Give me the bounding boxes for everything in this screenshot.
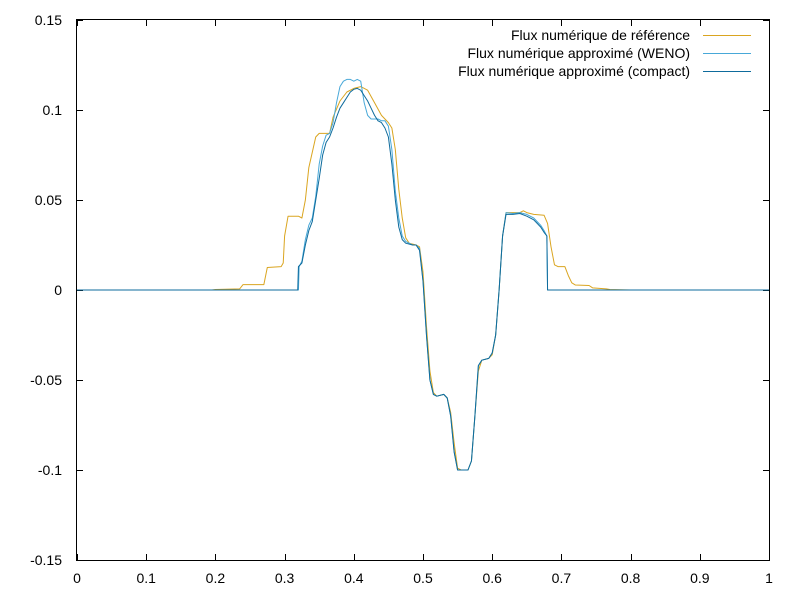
x-tick-label: 1 [765,570,773,586]
x-tick-label: 0.6 [482,570,502,586]
x-tick-label: 0.2 [206,570,226,586]
legend: Flux numérique de référence Flux numériqu… [458,27,751,79]
series-lines [77,78,769,471]
axis-ticks: 0 0.1 0.2 0.3 0.4 0.5 0.6 0.7 0.8 0.9 1 -0.15 -0.1 -0… [30,12,773,586]
plot-frame [76,19,770,561]
series-line-1 [77,86,769,471]
y-tick-label: 0.1 [43,102,63,118]
series-line-3 [77,87,769,471]
x-tick-label: 0.1 [136,570,156,586]
legend-label-1: Flux numérique de référence [511,27,690,43]
x-tick-label: 0.5 [413,570,433,586]
y-tick-label: 0.15 [35,12,62,28]
x-tick-label: 0.7 [552,570,572,586]
y-tick-label: -0.1 [38,462,62,478]
legend-label-3: Flux numérique approximé (compact) [458,63,690,79]
x-tick-label: 0.3 [275,570,295,586]
x-tick-label: 0.8 [621,570,641,586]
x-tick-label: 0 [73,570,81,586]
y-tick-label: -0.05 [30,372,62,388]
x-tick-label: 0.4 [344,570,364,586]
x-tick-label: 0.9 [690,570,710,586]
legend-label-2: Flux numérique approximé (WENO) [467,45,690,61]
y-tick-label: 0.05 [35,192,62,208]
y-tick-label: 0 [54,282,62,298]
y-tick-label: -0.15 [30,552,62,568]
